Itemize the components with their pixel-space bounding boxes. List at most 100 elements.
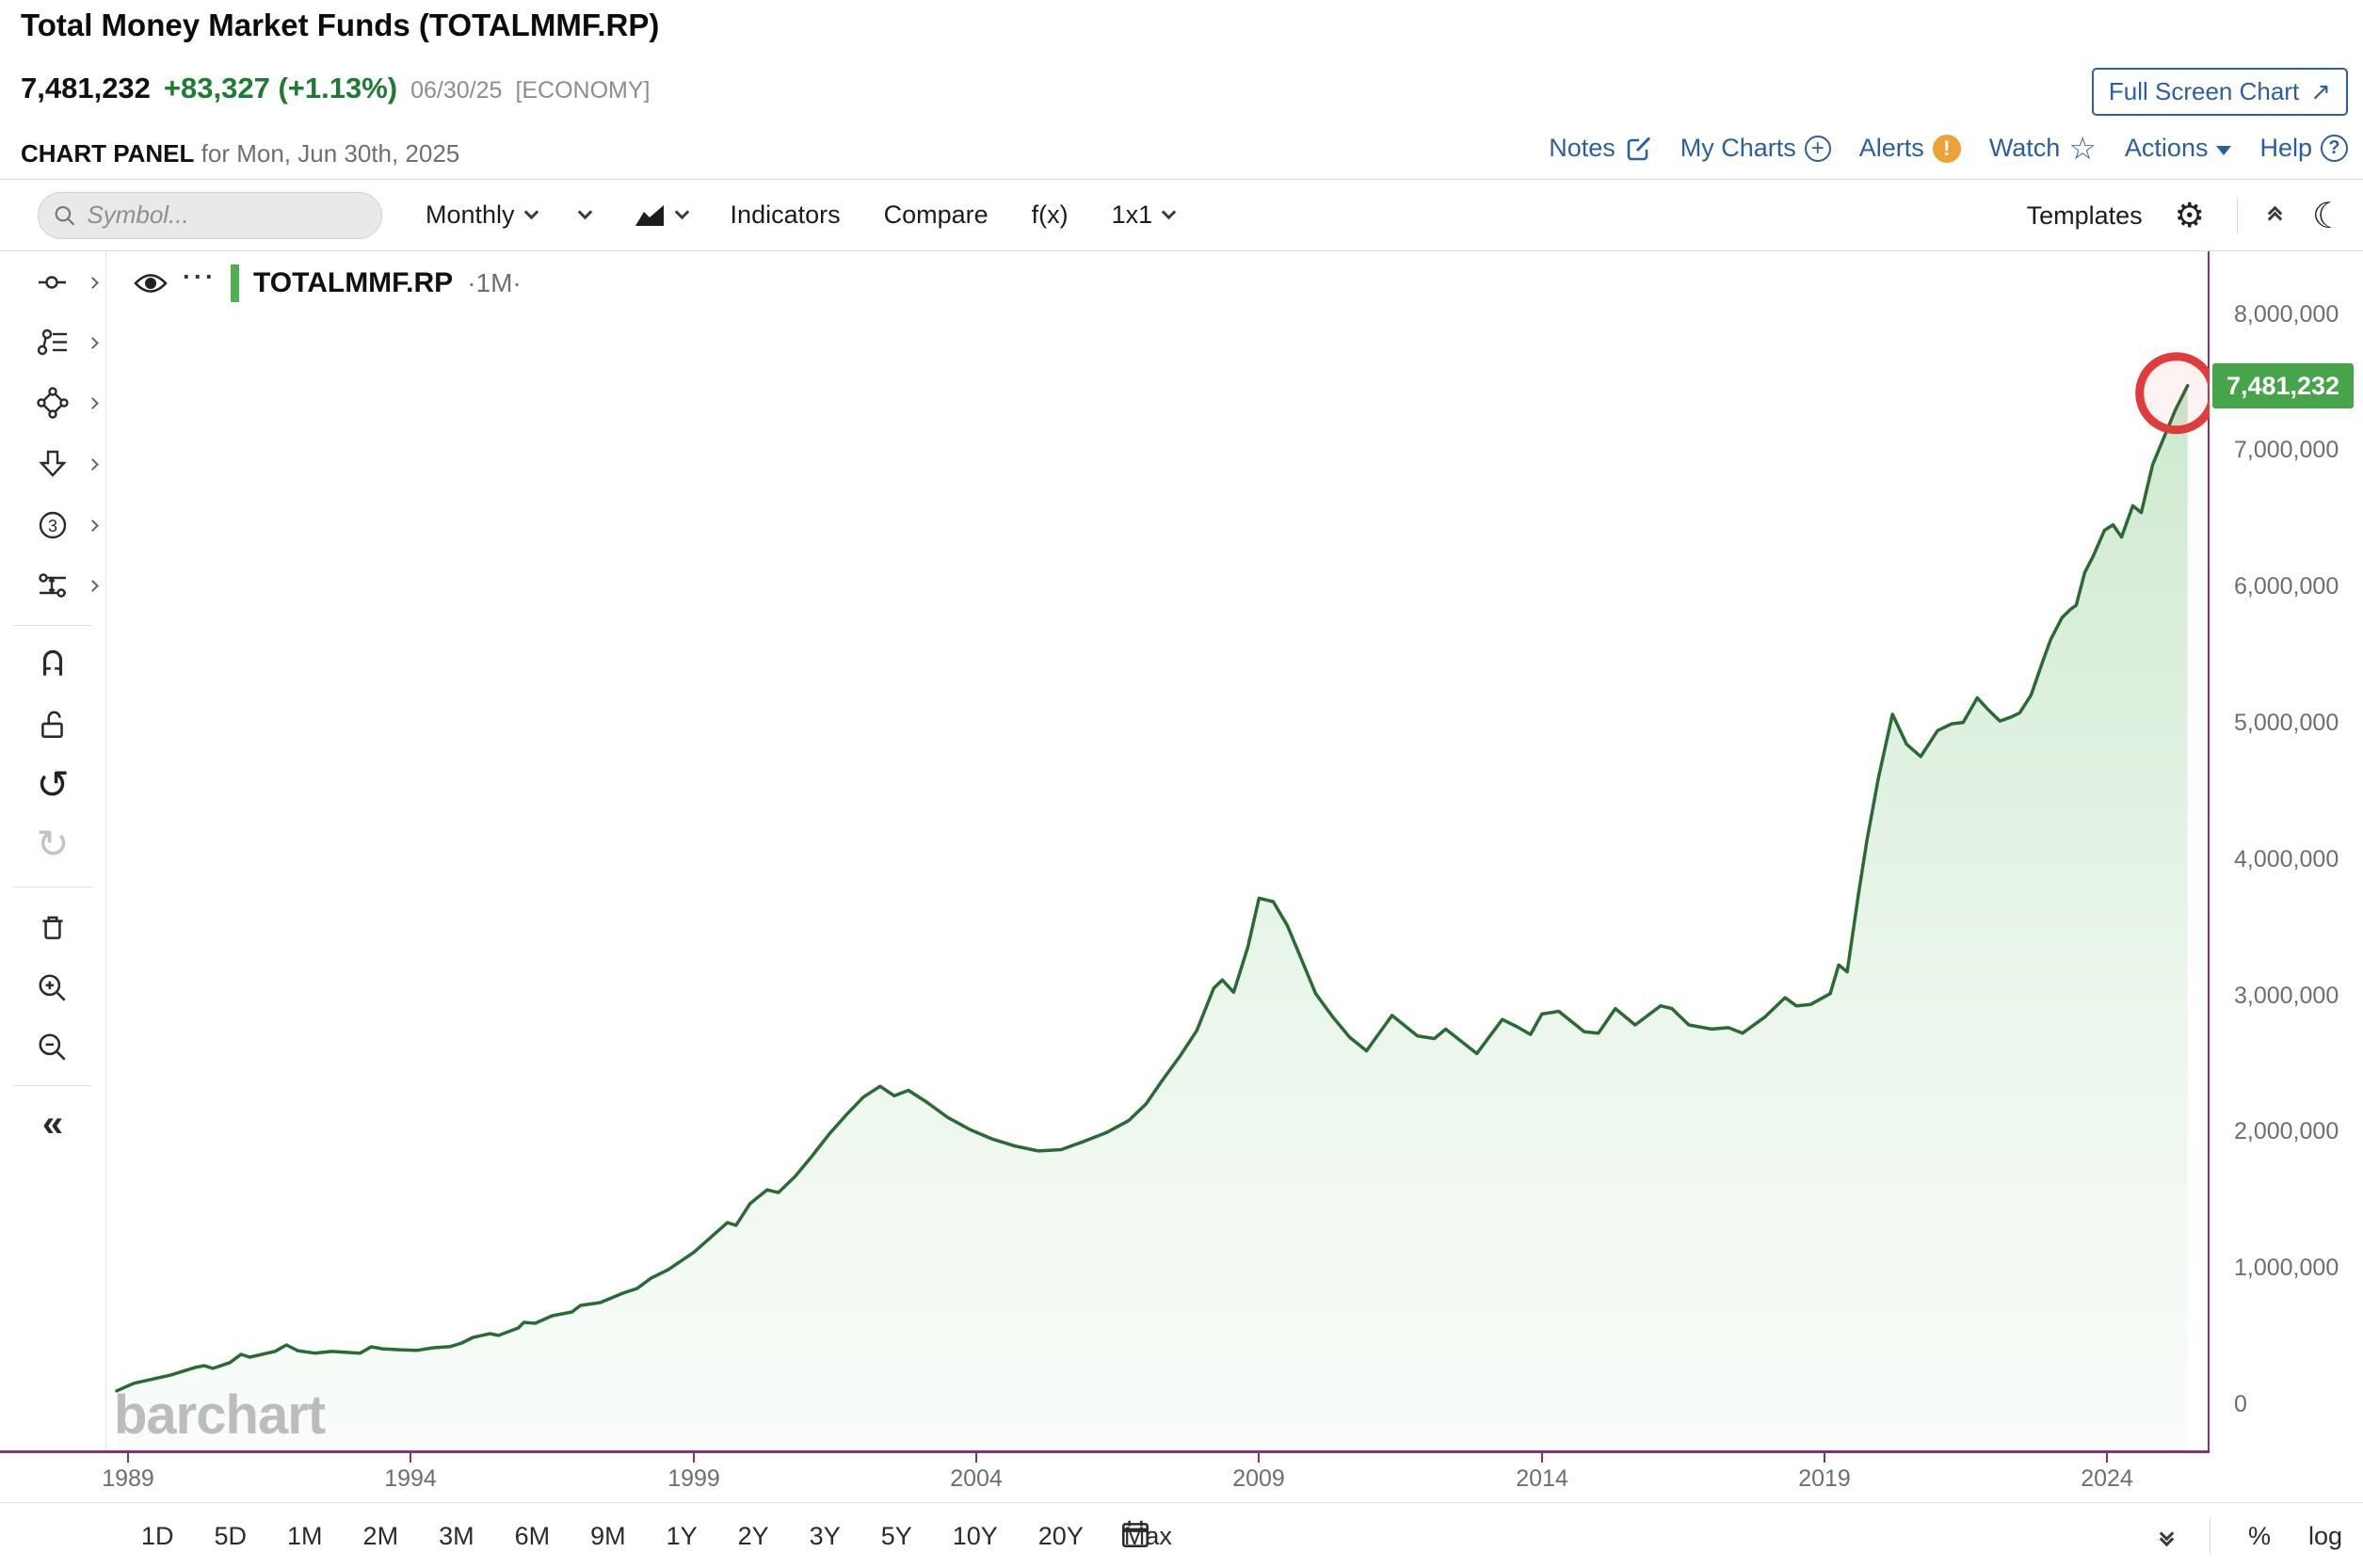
compare-button[interactable]: Compare [884,200,989,230]
zoom-in-button[interactable] [0,966,105,1011]
legend-frequency: ·1M· [467,268,522,297]
actions-dropdown[interactable]: Actions [2125,134,2232,163]
help-link[interactable]: Help ? [2259,134,2348,163]
arrow-tool-button[interactable] [0,441,105,487]
panel-label: CHART PANEL [21,139,195,168]
alerts-link[interactable]: Alerts ! [1859,134,1961,163]
range-button-9M[interactable]: 9M [590,1521,626,1550]
search-icon [55,205,75,226]
y-axis-label: 1,000,000 [2234,1255,2339,1281]
indicators-button[interactable]: Indicators [731,200,841,230]
calendar-icon [1122,1520,1149,1547]
range-button-5D[interactable]: 5D [214,1521,248,1550]
sidebar-divider [13,1085,92,1086]
area-chart-type-icon [634,202,664,226]
trendline-tools-button[interactable] [0,320,105,365]
chevron-right-icon [87,519,99,532]
actions-label: Actions [2124,134,2209,162]
redo-button[interactable]: ↻ [0,822,105,867]
collapse-sidebar-button[interactable]: « [0,1101,105,1146]
unlock-icon [41,711,63,738]
range-button-1Y[interactable]: 1Y [666,1521,698,1550]
collapse-panel-down-icon[interactable] [2159,1526,2175,1546]
chevron-right-icon [87,396,99,409]
trendline-list-icon [37,328,67,356]
shapes-diamond-icon [37,387,69,419]
series-legend: ··· TOTALMMF.RP ·1M· [133,262,522,302]
my-charts-link[interactable]: My Charts + [1680,134,1831,163]
notes-link[interactable]: Notes [1549,134,1652,163]
magnet-snap-button[interactable] [0,640,105,685]
delete-drawings-button[interactable] [0,905,105,951]
range-button-2Y[interactable]: 2Y [737,1521,769,1550]
price-area-chart[interactable] [106,251,2210,1450]
chart-plot-area[interactable]: ··· TOTALMMF.RP ·1M· barchart [106,251,2210,1450]
measure-range-icon [39,573,66,598]
custom-date-range-button[interactable] [1118,1517,1152,1551]
frequency-dropdown[interactable]: Monthly [426,200,539,230]
chevron-down-icon [674,204,689,220]
chart-toolbar: Monthly Indicators Compare f(x) 1x1 [0,180,2363,251]
y-axis[interactable]: 8,000,000 7,000,000 6,000,000 5,000,000 4,00… [2211,251,2363,1450]
templates-button[interactable]: Templates [2027,201,2143,231]
measure-tool-button[interactable] [0,563,105,608]
chevron-down-icon [523,204,539,220]
chart-type-dropdown[interactable] [634,202,689,228]
shapes-tool-button[interactable] [0,380,105,425]
range-button-1D[interactable]: 1D [141,1521,174,1550]
more-options-icon[interactable]: ··· [183,262,217,291]
fullscreen-chart-button[interactable]: Full Screen Chart ↗ [2091,68,2348,116]
compare-label: Compare [883,200,989,229]
zoom-in-icon [39,974,66,1001]
symbol-search[interactable] [38,191,382,239]
x-axis[interactable]: 1989 1994 1999 2004 2009 2014 2019 2024 [0,1450,2210,1501]
undo-icon: ↺ [36,761,70,808]
range-button-3M[interactable]: 3M [439,1521,474,1550]
chevron-down-icon [1161,204,1177,220]
range-button-6M[interactable]: 6M [514,1521,551,1550]
x-axis-label: 1999 [667,1465,720,1492]
redo-icon: ↻ [36,821,70,867]
y-axis-label: 5,000,000 [2234,710,2339,736]
y-axis-label: 8,000,000 [2234,301,2339,328]
last-price: 7,481,232 [21,72,151,104]
zoom-out-button[interactable] [0,1025,105,1070]
alerts-label: Alerts [1858,134,1924,162]
help-circle-icon: ? [2321,135,2348,162]
range-button-10Y[interactable]: 10Y [952,1521,998,1550]
percent-scale-toggle[interactable]: % [2247,1521,2271,1550]
grid-layout-dropdown[interactable]: 1x1 [1112,200,1177,230]
x-axis-label: 2024 [2081,1465,2133,1492]
y-axis-label: 7,000,000 [2234,437,2339,463]
x-axis-tick [693,1452,695,1463]
cursor-tool-button[interactable] [0,260,105,305]
sidebar-divider [13,887,92,888]
x-axis-tick [127,1452,129,1463]
dark-mode-moon-icon[interactable]: ☾ [2311,195,2344,236]
bar-size-dropdown[interactable] [577,204,592,220]
log-scale-toggle[interactable]: log [2307,1521,2342,1550]
price-change: +83,327 (+1.13%) [163,72,398,104]
fx-label: f(x) [1031,200,1069,229]
visibility-eye-icon[interactable] [133,270,169,296]
numbered-annotation-tool-button[interactable]: 3 [0,503,105,548]
y-axis-label: 4,000,000 [2234,846,2339,872]
collapse-left-icon: « [41,1103,64,1144]
range-button-1M[interactable]: 1M [287,1521,323,1550]
x-axis-label: 2009 [1232,1465,1285,1492]
range-button-2M[interactable]: 2M [362,1521,399,1550]
lock-drawings-button[interactable] [0,702,105,747]
collapse-panel-up-icon[interactable] [2267,205,2283,226]
range-button-3Y[interactable]: 3Y [809,1521,841,1550]
fx-button[interactable]: f(x) [1032,200,1069,230]
y-axis-label: 2,000,000 [2234,1118,2339,1144]
header-divider [0,179,2363,180]
undo-button[interactable]: ↺ [0,762,105,808]
watch-link[interactable]: Watch ☆ [1989,133,2097,164]
panel-heading: CHART PANEL for Mon, Jun 30th, 2025 [21,139,459,168]
range-button-5Y[interactable]: 5Y [880,1521,912,1550]
drawing-tools-sidebar: 3 ↺ [0,251,106,1450]
gear-icon[interactable]: ⚙ [2174,196,2205,235]
range-button-20Y[interactable]: 20Y [1037,1521,1084,1550]
symbol-search-input[interactable] [85,200,366,231]
